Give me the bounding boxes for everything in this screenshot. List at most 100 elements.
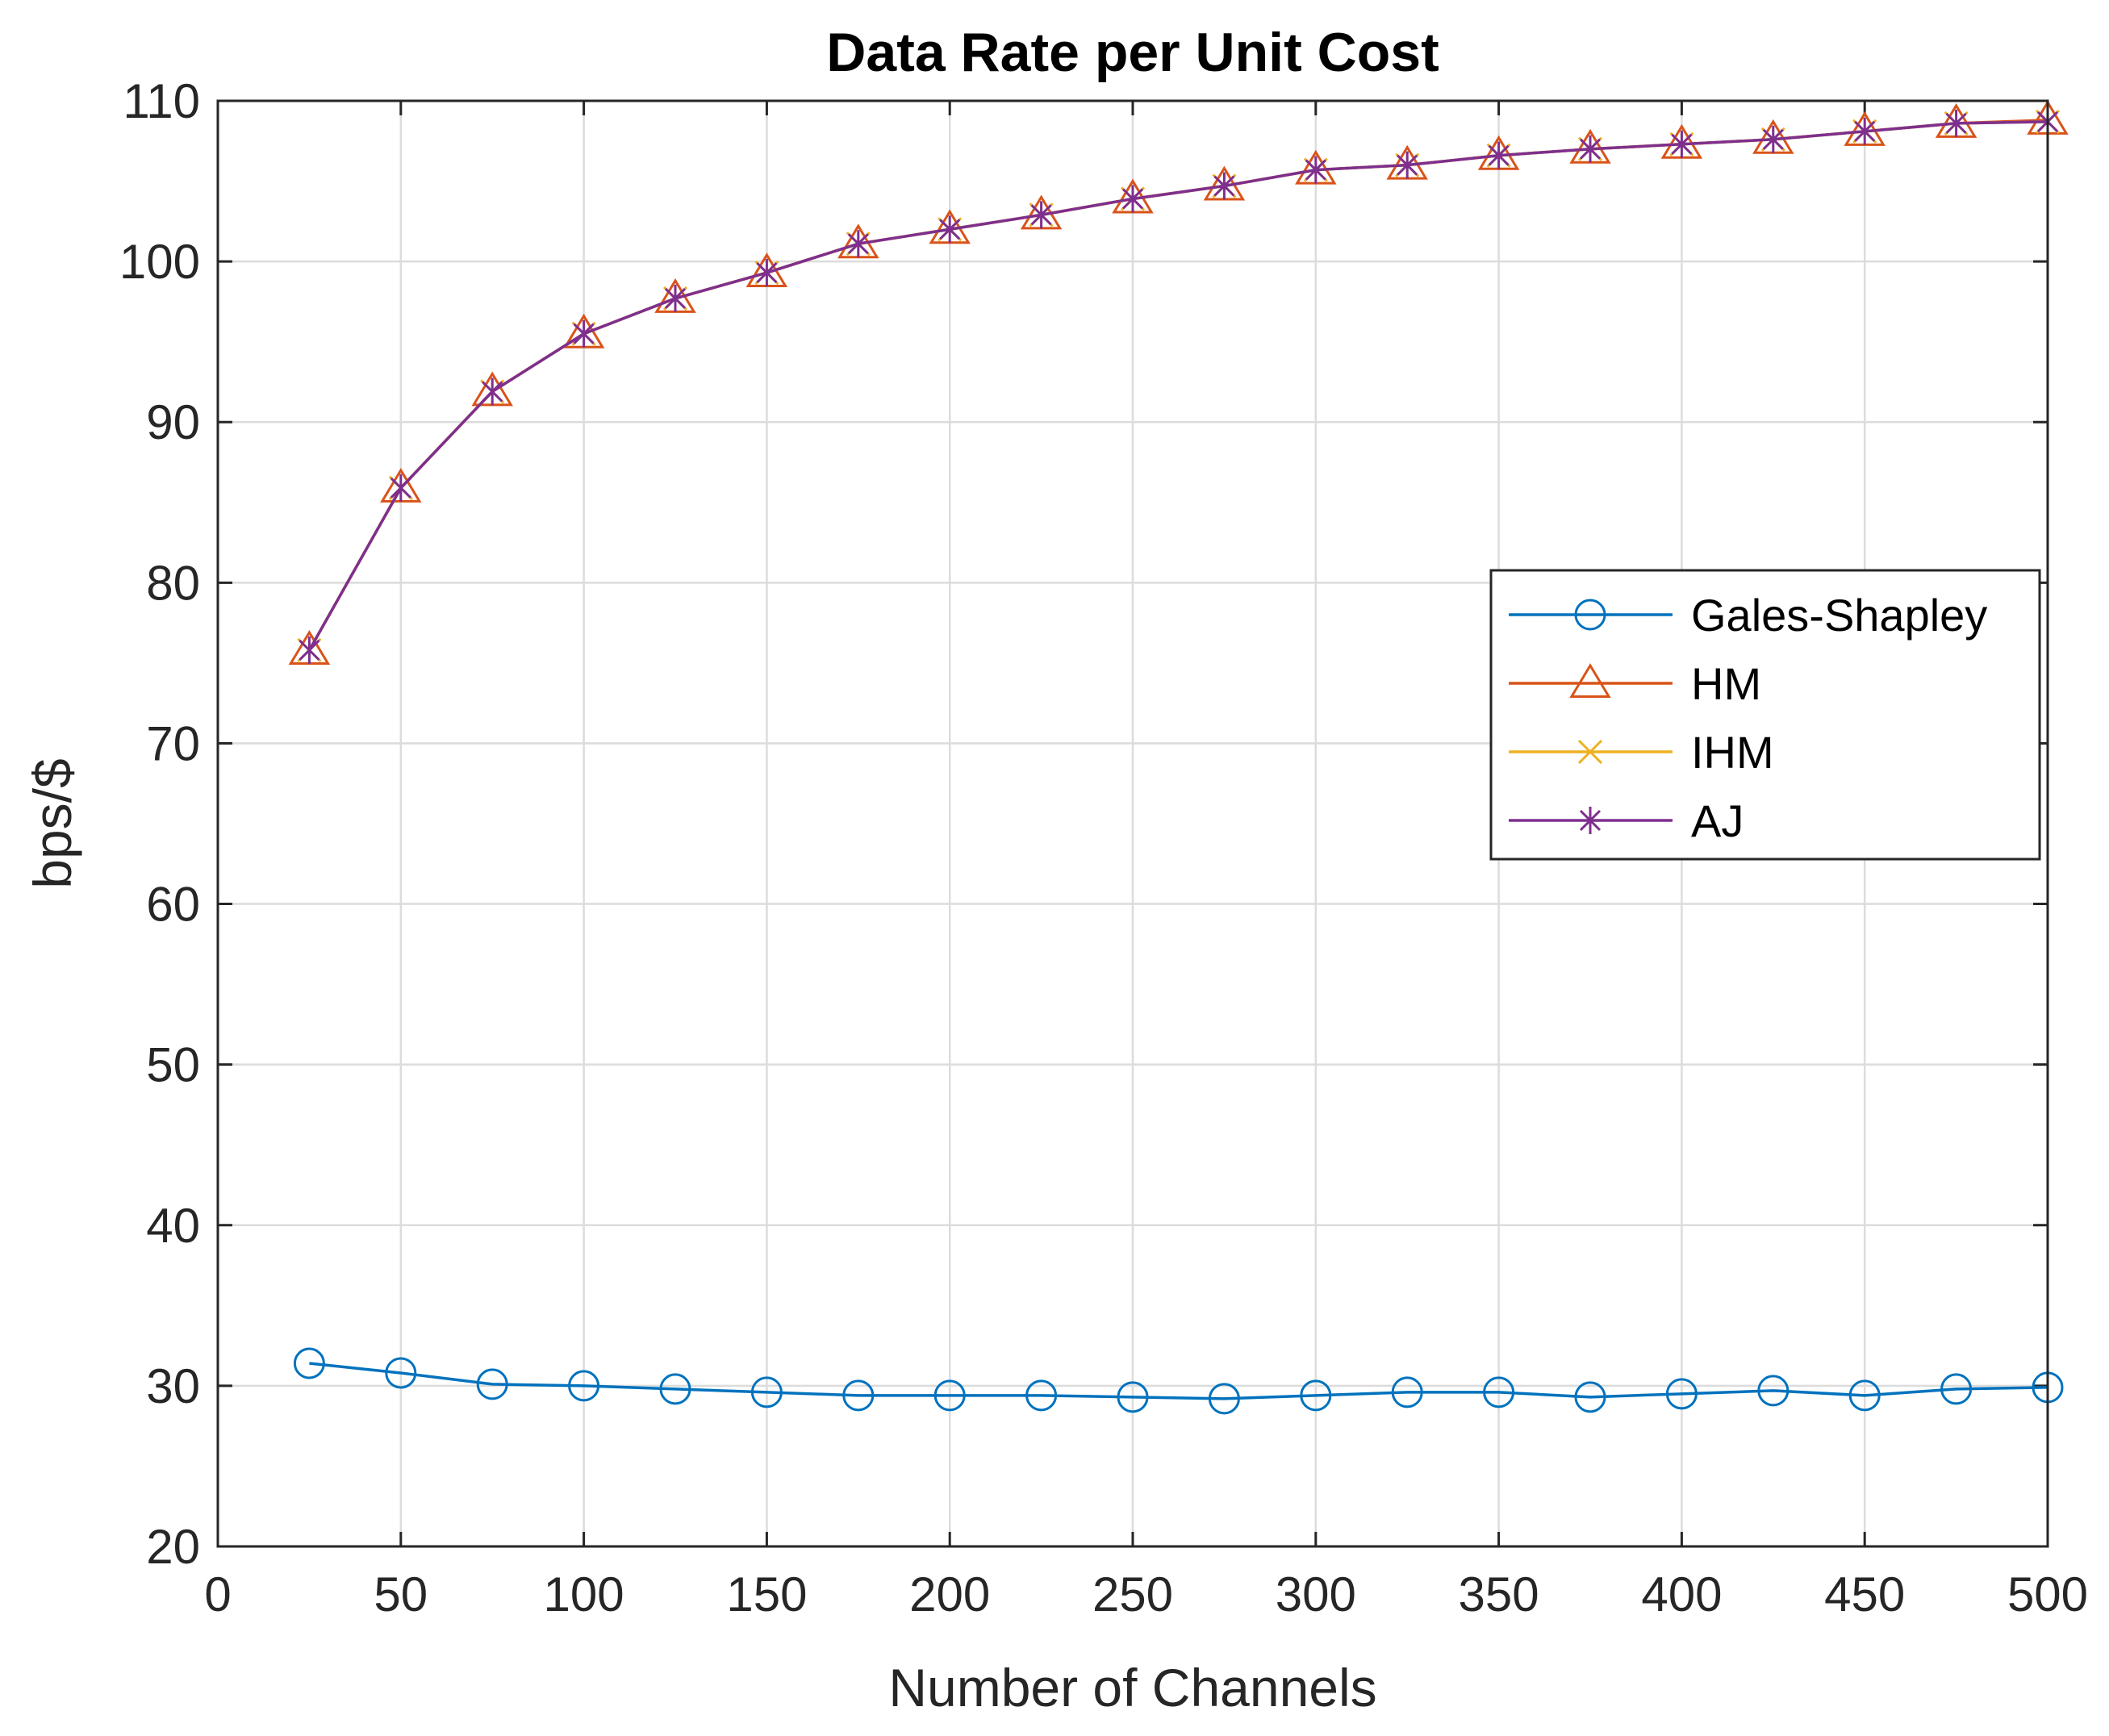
tick-labels: 0 50 100 150 200 250 300 350 400 450 500 20 30 40 50 60… [119, 74, 2088, 1621]
series-aj [299, 107, 2059, 664]
data-point-gales-shapley [1940, 1373, 1973, 1405]
data-point-gales-shapley [385, 1357, 417, 1389]
marker-asterisk-stroke [299, 639, 320, 661]
legend-marker [1569, 663, 1611, 698]
data-point-aj [1121, 185, 1144, 213]
data-point-gales-shapley [1574, 1381, 1606, 1413]
marker-circle [1391, 1376, 1423, 1408]
chart-title: Data Rate per Unit Cost [826, 22, 1439, 83]
marker-asterisk-stroke [939, 219, 961, 240]
legend-item-hm: HM [1509, 658, 1761, 709]
data-point-aj [482, 378, 503, 406]
marker-asterisk-stroke [1305, 159, 1326, 181]
y-tick-label: 30 [146, 1359, 200, 1413]
data-point-gales-shapley [659, 1373, 691, 1405]
y-axis-label: bps/$ [23, 758, 82, 888]
marker-triangle [1569, 663, 1611, 698]
data-point-aj [1945, 109, 1967, 137]
marker-asterisk-stroke [1579, 809, 1602, 832]
data-point-aj [939, 215, 961, 244]
data-point-gales-shapley [750, 1376, 783, 1408]
x-tick-label: 50 [374, 1567, 428, 1621]
marker-circle [1665, 1378, 1698, 1410]
series-line-aj [307, 120, 2048, 651]
marker-circle [385, 1357, 417, 1389]
data-point-aj [1854, 117, 1876, 145]
x-tick-label: 300 [1276, 1567, 1356, 1621]
marker-asterisk-stroke [664, 287, 687, 309]
data-point-aj [664, 284, 687, 312]
y-tick-label: 90 [146, 395, 200, 449]
marker-asterisk-stroke [1121, 188, 1144, 210]
x-tick-label: 250 [1092, 1567, 1173, 1621]
data-point-aj [390, 474, 411, 502]
marker-asterisk-stroke [1030, 204, 1052, 226]
y-tick-label: 40 [146, 1199, 200, 1253]
data-point-gales-shapley [1391, 1376, 1423, 1408]
data-point-aj [1488, 141, 1510, 169]
legend-label: IHM [1691, 727, 1774, 778]
axes-box [216, 99, 2049, 1548]
legend-item-aj: AJ [1509, 795, 1744, 846]
data-point-gales-shapley [933, 1379, 966, 1412]
marker-circle [750, 1376, 783, 1408]
data-point-aj [299, 636, 320, 664]
marker-asterisk-stroke [1762, 128, 1784, 150]
data-point-aj [1671, 130, 1693, 158]
x-tick-label: 150 [726, 1567, 807, 1621]
data-point-aj [756, 259, 778, 287]
data-point-aj [1030, 201, 1052, 229]
marker-circle [1483, 1376, 1515, 1408]
data-point-aj [1305, 156, 1326, 184]
marker-circle [1208, 1383, 1240, 1415]
data-point-gales-shapley [476, 1368, 508, 1400]
marker-circle [293, 1347, 325, 1379]
data-point-gales-shapley [568, 1370, 600, 1402]
x-tick-label: 500 [2007, 1567, 2088, 1621]
marker-asterisk-stroke [390, 477, 411, 499]
data-point-gales-shapley [1848, 1379, 1881, 1412]
marker-circle [1757, 1375, 1790, 1407]
legend-marker [1579, 807, 1602, 834]
y-tick-label: 60 [146, 878, 200, 932]
y-tick-label: 20 [146, 1520, 200, 1574]
marker-circle [1117, 1381, 1149, 1413]
data-point-gales-shapley [1300, 1379, 1332, 1412]
marker-x-stroke [1577, 739, 1603, 765]
data-point-gales-shapley [293, 1347, 325, 1379]
marker-asterisk-stroke [1213, 175, 1235, 197]
data-point-gales-shapley [1025, 1379, 1058, 1412]
marker-asterisk-stroke [1671, 133, 1693, 155]
marker-asterisk-stroke [756, 261, 778, 284]
legend-label: Gales-Shapley [1691, 590, 1987, 641]
data-point-aj [1397, 151, 1418, 179]
marker-circle [1300, 1379, 1332, 1412]
y-tick-label: 50 [146, 1038, 200, 1092]
marker-circle [933, 1379, 966, 1412]
data-point-aj [1213, 172, 1235, 200]
x-tick-label: 0 [204, 1567, 231, 1621]
x-axis-label: Number of Channels [888, 1658, 1376, 1717]
x-tick-label: 350 [1459, 1567, 1539, 1621]
marker-asterisk-stroke [1488, 144, 1510, 166]
x-tick-label: 400 [1641, 1567, 1722, 1621]
data-point-aj [847, 230, 869, 258]
data-point-gales-shapley [1757, 1375, 1790, 1407]
data-point-gales-shapley [1483, 1376, 1515, 1408]
x-tick-label: 450 [1824, 1567, 1905, 1621]
marker-asterisk-stroke [1854, 120, 1876, 142]
x-tick-label: 200 [909, 1567, 990, 1621]
y-tick-label: 100 [119, 235, 200, 289]
marker-asterisk-stroke [573, 323, 595, 344]
marker-asterisk-stroke [1397, 154, 1418, 176]
legend-marker [1577, 739, 1603, 765]
data-point-gales-shapley [842, 1379, 875, 1412]
legend-item-ihm: IHM [1509, 727, 1774, 778]
legend-item-gales-shapley: Gales-Shapley [1509, 590, 1987, 641]
data-point-gales-shapley [1665, 1378, 1698, 1410]
marker-asterisk-stroke [847, 233, 869, 255]
data-point-aj [573, 319, 595, 348]
legend-label: AJ [1691, 795, 1744, 846]
y-tick-label: 80 [146, 556, 200, 610]
